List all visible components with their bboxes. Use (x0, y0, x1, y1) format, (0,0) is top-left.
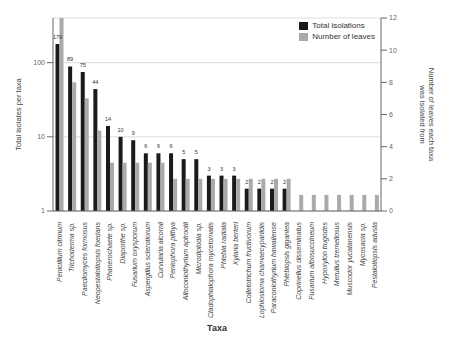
svg-text:Cladophialophora mycetomatis: Cladophialophora mycetomatis (207, 222, 215, 319)
svg-text:10: 10 (118, 127, 124, 133)
svg-text:6: 6 (144, 143, 147, 149)
svg-text:Taxa: Taxa (207, 323, 228, 333)
svg-text:Phlebiopsis gigantea: Phlebiopsis gigantea (283, 222, 291, 287)
svg-text:12: 12 (389, 14, 397, 21)
svg-text:Number of leaves each taxa: Number of leaves each taxa (427, 68, 436, 162)
svg-text:8: 8 (389, 79, 393, 86)
svg-text:Neopestalotiopsis foedans: Neopestalotiopsis foedans (94, 222, 102, 305)
svg-text:5: 5 (195, 149, 198, 155)
svg-text:Lophiostoma chamaecypariidis: Lophiostoma chamaecypariidis (258, 222, 266, 319)
svg-text:Paraconiothyrium hawaiiense: Paraconiothyrium hawaiiense (270, 222, 278, 314)
svg-text:Phlebia radiata: Phlebia radiata (220, 222, 227, 269)
svg-text:9: 9 (132, 130, 135, 136)
svg-text:Pestalotiopsis adusta: Pestalotiopsis adusta (371, 222, 379, 288)
html-text:Number of leaves: Number of leaves (312, 32, 375, 41)
svg-text:6: 6 (389, 111, 393, 118)
svg-text:Trichoderma sp.: Trichoderma sp. (68, 222, 76, 272)
svg-text:0: 0 (389, 207, 393, 214)
svg-text:3: 3 (233, 166, 236, 172)
svg-text:Coprinellus disseminatus: Coprinellus disseminatus (295, 222, 303, 300)
svg-text:Colletotrichum fructivorum: Colletotrichum fructivorum (245, 222, 252, 303)
svg-text:Paecilomyces formosus: Paecilomyces formosus (81, 222, 89, 296)
svg-text:6: 6 (170, 143, 173, 149)
svg-text:Hypoxylon trugodes: Hypoxylon trugodes (321, 222, 329, 284)
svg-text:2: 2 (258, 179, 261, 185)
svg-text:was isolated from: was isolated from (418, 84, 427, 143)
svg-text:Peniophora pithya: Peniophora pithya (169, 222, 177, 279)
svg-text:3: 3 (220, 166, 223, 172)
svg-text:2: 2 (270, 179, 273, 185)
svg-text:Diaporthe sp.: Diaporthe sp. (119, 222, 127, 264)
svg-text:4: 4 (389, 143, 393, 150)
svg-text:2: 2 (245, 179, 248, 185)
svg-text:179: 179 (53, 34, 62, 40)
svg-text:Fusarium oxysporum: Fusarium oxysporum (131, 222, 139, 288)
svg-text:2: 2 (389, 175, 393, 182)
svg-text:1: 1 (41, 207, 45, 214)
svg-text:100: 100 (33, 59, 45, 66)
svg-text:14: 14 (105, 116, 111, 122)
svg-text:Curvularia alcornii: Curvularia alcornii (157, 222, 164, 278)
svg-text:75: 75 (80, 62, 86, 68)
html-text:Total isolations: Total isolations (312, 21, 365, 30)
svg-text:Alloconiothyrium aptrootii: Alloconiothyrium aptrootii (182, 222, 190, 302)
svg-text:3: 3 (207, 166, 210, 172)
svg-text:Penicillium citrinum: Penicillium citrinum (56, 222, 63, 282)
svg-text:Mycosacia sp.: Mycosacia sp. (359, 222, 367, 266)
svg-text:6: 6 (157, 143, 160, 149)
svg-text:Merulius tremellosus: Merulius tremellosus (333, 222, 340, 287)
svg-text:Phanerochaete sp.: Phanerochaete sp. (106, 222, 114, 281)
svg-text:Xylaria berteri: Xylaria berteri (232, 222, 240, 267)
svg-text:Fusarium albosuccineum: Fusarium albosuccineum (308, 222, 315, 300)
svg-text:Total isolates per taxa: Total isolates per taxa (14, 77, 23, 150)
svg-text:10: 10 (37, 133, 45, 140)
svg-text:89: 89 (67, 56, 73, 62)
svg-text:Muscodor yucatanensis: Muscodor yucatanensis (346, 222, 354, 296)
svg-text:10: 10 (389, 47, 397, 54)
svg-text:Aspergillus sclerotiorum: Aspergillus sclerotiorum (144, 222, 152, 297)
svg-text:44: 44 (92, 79, 98, 85)
svg-text:Microdiplodia sp.: Microdiplodia sp. (195, 222, 203, 275)
svg-text:5: 5 (182, 149, 185, 155)
svg-text:2: 2 (283, 179, 286, 185)
